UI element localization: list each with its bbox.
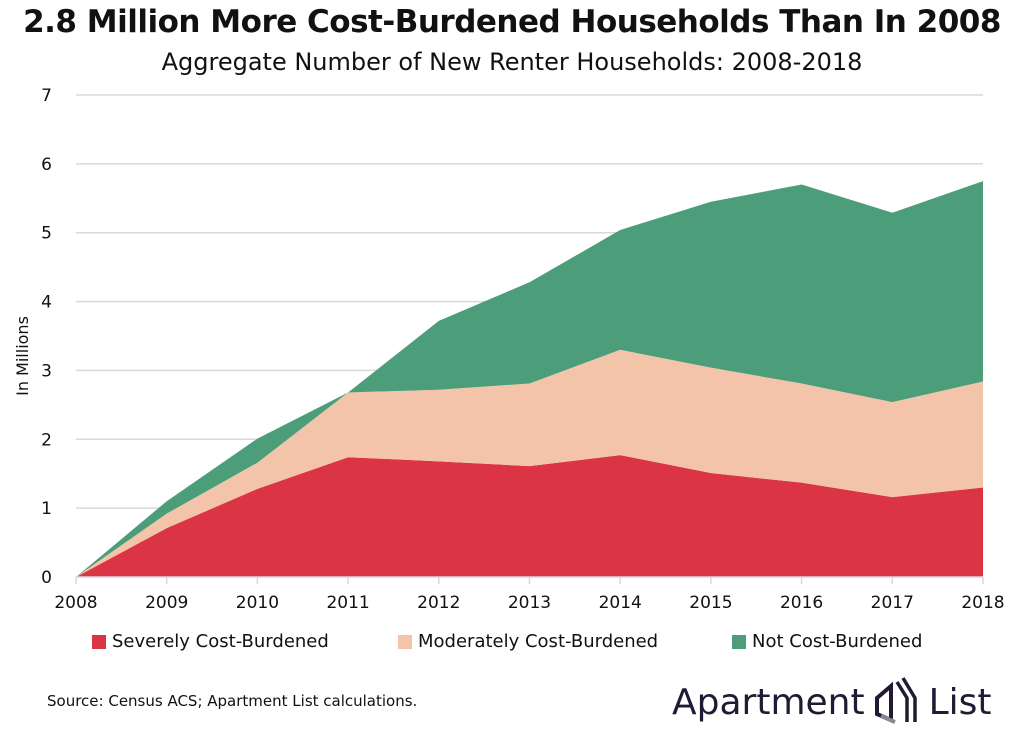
area-severely-cost-burdened (76, 455, 983, 577)
chart-subtitle: Aggregate Number of New Renter Household… (161, 48, 863, 76)
x-tick-label: 2009 (145, 593, 188, 613)
y-tick-label: 1 (41, 499, 52, 519)
y-tick-label: 5 (41, 224, 52, 244)
y-tick-label: 7 (41, 86, 52, 106)
legend-swatch (398, 634, 412, 649)
logo-text-left: Apartment (672, 681, 865, 723)
y-tick-label: 0 (41, 568, 52, 588)
stacked-area-chart: 0 1 2 3 4 5 6 7 2008 2009 2010 2011 2012 2013 2014 2015… (13, 86, 1005, 613)
x-tick-label: 2012 (417, 593, 460, 613)
legend-swatch (92, 634, 106, 649)
y-axis-label: In Millions (13, 316, 32, 396)
legend-item-severe: Severely Cost-Burdened (92, 631, 329, 652)
x-tick-label: 2015 (689, 593, 732, 613)
y-tick-label: 6 (41, 155, 52, 175)
x-tick-label: 2018 (961, 593, 1004, 613)
area-moderately-cost-burdened (76, 349, 983, 577)
source-note: Source: Census ACS; Apartment List calcu… (47, 692, 418, 710)
legend-swatch (732, 634, 746, 649)
area-not-cost-burdened (76, 181, 983, 578)
y-tick-label: 2 (41, 430, 52, 450)
legend-item-not: Not Cost-Burdened (732, 631, 922, 652)
legend-label: Moderately Cost-Burdened (418, 631, 659, 652)
x-tick-label: 2010 (236, 593, 279, 613)
y-tick-label: 4 (41, 293, 52, 313)
x-tick-label: 2011 (326, 593, 369, 613)
x-tick-label: 2008 (54, 593, 97, 613)
x-tick-label: 2013 (508, 593, 551, 613)
y-tick-label: 3 (41, 361, 52, 381)
legend-label: Severely Cost-Burdened (112, 631, 329, 652)
x-tick-label: 2014 (599, 593, 642, 613)
x-tick-label: 2016 (780, 593, 823, 613)
x-tick-label: 2017 (871, 593, 914, 613)
apartment-list-logo: Apartment List (672, 676, 992, 728)
building-logo-icon (874, 677, 917, 724)
legend-label: Not Cost-Burdened (752, 631, 923, 652)
chart-title: 2.8 Million More Cost-Burdened Household… (23, 4, 1001, 40)
legend-item-moderate: Moderately Cost-Burdened (398, 631, 658, 652)
logo-text-right: List (928, 681, 992, 723)
